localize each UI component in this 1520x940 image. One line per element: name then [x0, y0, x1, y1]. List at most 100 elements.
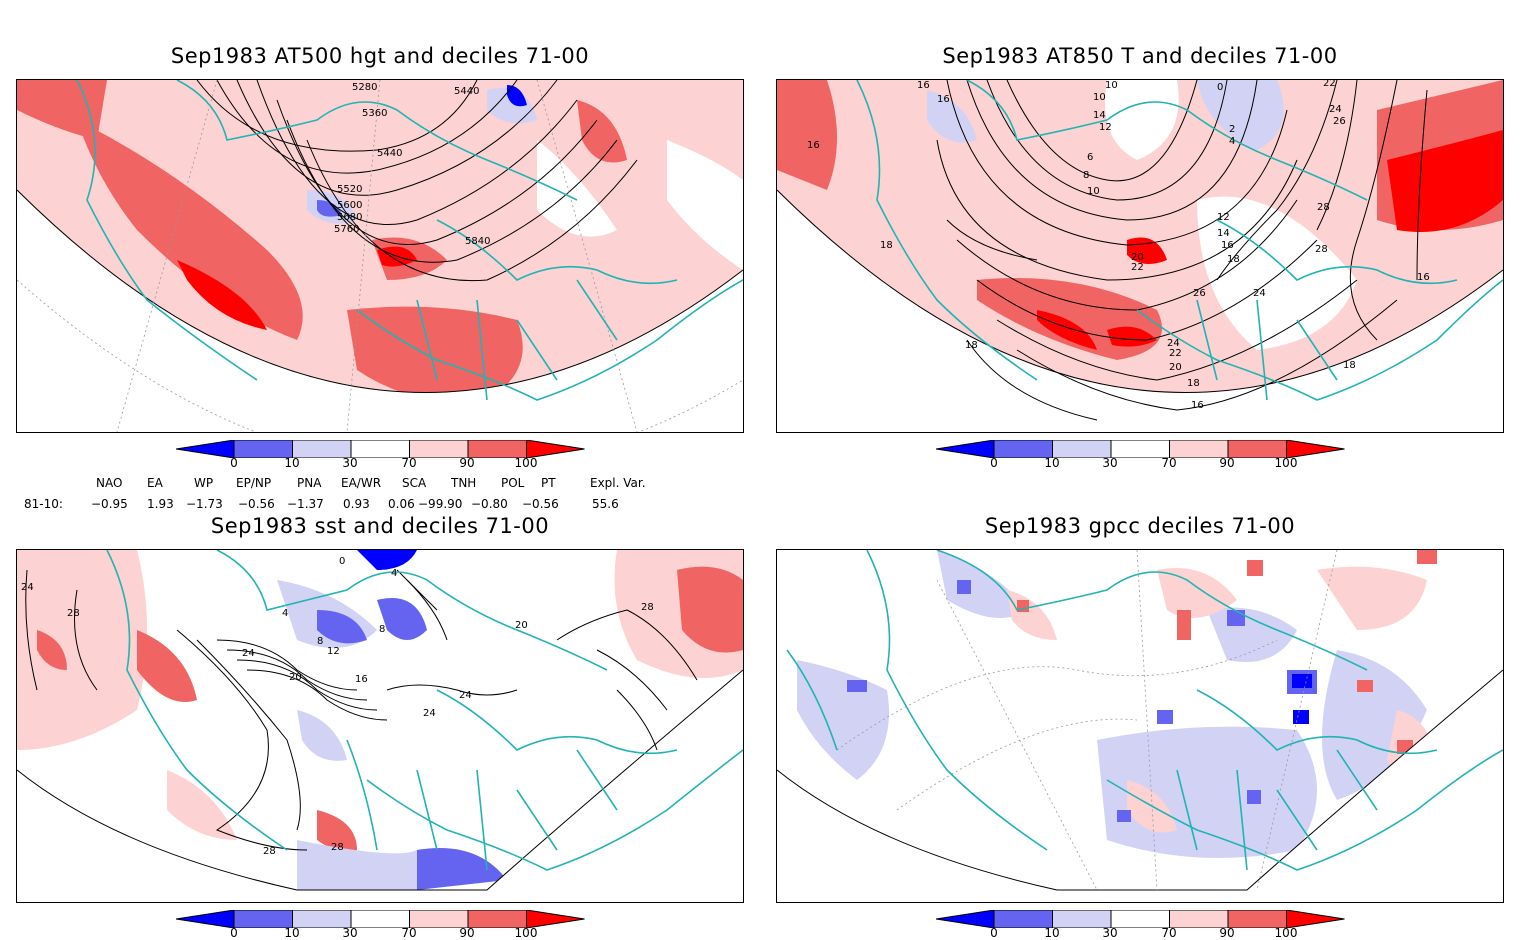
contour-label: 10 [1087, 186, 1100, 197]
contour-label: 28 [641, 602, 654, 613]
contour-label: 6 [1087, 152, 1093, 163]
contour-label: 10 [1105, 80, 1118, 91]
contour-label: 24 [423, 708, 436, 719]
index-value: −0.80 [471, 497, 508, 511]
contour-label: 12 [1099, 122, 1112, 133]
contour-label: 16 [937, 94, 950, 105]
index-header: PNA [297, 476, 322, 490]
colorbar-sst [176, 910, 585, 928]
contour-label: 14 [1217, 228, 1230, 239]
colorbar-segment [1286, 440, 1345, 458]
colorbar-tick: 10 [284, 926, 300, 940]
contour-label: 16 [1417, 272, 1430, 283]
index-value: −99.90 [418, 497, 463, 511]
contour-label: 5520 [337, 184, 362, 195]
colorbar-hgt500 [176, 440, 585, 458]
contour-label: 5280 [352, 82, 377, 93]
contour-label: 5600 [337, 200, 362, 211]
contour-label: 5680 [337, 212, 362, 223]
contour-label: 20 [1169, 362, 1182, 373]
index-header: SCA [402, 476, 427, 490]
contour-label: 24 [242, 648, 255, 659]
contour-label: 16 [355, 674, 368, 685]
contour-label: 22 [1131, 262, 1144, 273]
index-header: NAO [96, 476, 123, 490]
colorbar-tick: 30 [342, 926, 358, 940]
colorbar-tick: 30 [342, 456, 358, 470]
colorbar-tick: 100 [514, 456, 538, 470]
contour-label: 0 [339, 556, 345, 567]
map-panel-gpcc [776, 549, 1504, 903]
contour-label: 26 [1193, 288, 1206, 299]
colorbar-tick: 100 [1274, 456, 1298, 470]
contour-label: 18 [1343, 360, 1356, 371]
index-header: TNH [451, 476, 477, 490]
colorbar-tick: 90 [1219, 456, 1235, 470]
index-header: EP/NP [236, 476, 272, 490]
contour-label: 20 [1131, 252, 1144, 263]
contour-label: 24 [459, 690, 472, 701]
index-header: Expl. Var. [590, 476, 646, 490]
panel-title-t850: Sep1983 AT850 T and deciles 71-00 [942, 44, 1338, 68]
colorbar-tick: 100 [1274, 926, 1298, 940]
index-value: 0.06 [388, 497, 415, 511]
panel-title-hgt500: Sep1983 AT500 hgt and deciles 71-00 [170, 44, 590, 68]
contour-label: 10 [1093, 92, 1106, 103]
contour-label: 5840 [465, 236, 490, 247]
index-value: −1.73 [186, 497, 223, 511]
colorbar-segment [526, 910, 585, 928]
contour-label: 28 [331, 842, 344, 853]
contour-label: 12 [327, 646, 340, 657]
colorbar-tick: 100 [514, 926, 538, 940]
index-value: 55.6 [592, 497, 619, 511]
index-value: 1.93 [147, 497, 174, 511]
contour-label: 20 [515, 620, 528, 631]
contour-label: 24 [21, 582, 34, 593]
colorbar-segment [936, 440, 995, 458]
index-value: 0.93 [343, 497, 370, 511]
contour-label: 4 [282, 608, 288, 619]
colorbar-tick: 90 [459, 456, 475, 470]
colorbar-t850 [936, 440, 1345, 458]
colorbar-tick: 0 [230, 456, 238, 470]
contour-label: 4 [1229, 136, 1235, 147]
colorbar-tick: 10 [1044, 456, 1060, 470]
colorbar-tick: 70 [1161, 456, 1177, 470]
colorbar-segment [176, 440, 235, 458]
contour-label: 18 [880, 240, 893, 251]
contour-label: 18 [1227, 254, 1240, 265]
contour-label: 8 [317, 636, 323, 647]
contour-label: 8 [1083, 170, 1089, 181]
contour-label: 5360 [362, 108, 387, 119]
index-row-label: 81-10: [24, 497, 63, 511]
colorbar-tick: 90 [459, 926, 475, 940]
index-value: −0.56 [522, 497, 559, 511]
map-panel-t850: 16 16 18 10 10 14 12 0 2 4 6 8 10 12 14 … [776, 79, 1504, 433]
contour-label: 4 [391, 568, 397, 579]
colorbar-tick: 10 [284, 456, 300, 470]
panel-title-gpcc: Sep1983 gpcc deciles 71-00 [984, 514, 1296, 538]
index-header: WP [194, 476, 214, 490]
index-header: PT [541, 476, 556, 490]
contour-label: 28 [1317, 202, 1330, 213]
contour-label: 16 [917, 80, 930, 91]
colorbar-segment [526, 440, 585, 458]
contour-label: 20 [289, 672, 302, 683]
index-header: POL [501, 476, 525, 490]
index-header: EA [147, 476, 163, 490]
contour-label: 2 [1229, 124, 1235, 135]
contour-label: 0 [1217, 82, 1223, 93]
colorbar-tick: 70 [1161, 926, 1177, 940]
colorbar-tick: 70 [401, 456, 417, 470]
colorbar-tick: 90 [1219, 926, 1235, 940]
colorbar-segment [936, 910, 995, 928]
contour-label: 24 [1329, 104, 1342, 115]
contour-label: 16 [807, 140, 820, 151]
index-header: EA/WR [341, 476, 382, 490]
contour-label: 12 [1217, 212, 1230, 223]
contour-label: 5440 [454, 86, 479, 97]
contour-label: 16 [1191, 400, 1204, 411]
colorbar-segment [1286, 910, 1345, 928]
index-value: −0.56 [238, 497, 275, 511]
contour-label: 16 [1221, 240, 1234, 251]
